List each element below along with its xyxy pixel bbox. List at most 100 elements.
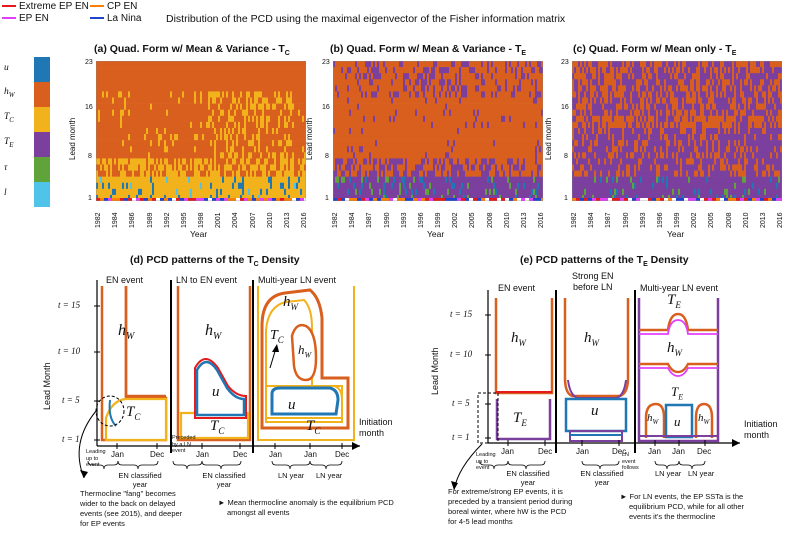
heatmap-a-cell <box>220 109 223 117</box>
heatmap-b-cell <box>395 134 398 141</box>
heatmap-a-cell <box>144 188 147 196</box>
heatmap-b-cell <box>381 140 384 147</box>
heatmap-a-cell <box>230 121 233 129</box>
heatmap-b-cell <box>441 182 444 190</box>
heatmap-b-cell <box>411 79 414 86</box>
heatmap-a-cell <box>286 121 289 129</box>
heatmap-b-cell <box>417 121 420 129</box>
heatmap-a-cell <box>288 158 291 165</box>
heatmap-a-cell <box>100 127 103 135</box>
heatmap-a-cell <box>298 73 301 80</box>
heatmap-a-cell <box>156 152 159 159</box>
heatmap-a-cell <box>180 164 183 171</box>
heatmap-b-cell <box>349 146 352 153</box>
heatmap-a-cell <box>292 115 295 123</box>
heatmap-a-cell <box>144 146 147 153</box>
heatmap-b-cell <box>483 176 486 184</box>
heatmap-b-cell <box>541 97 543 104</box>
heatmap-a-cell <box>240 158 243 165</box>
heatmap-a-cell <box>224 127 227 135</box>
heatmap-b-cell <box>383 182 386 190</box>
heatmap-a-cell <box>234 182 237 190</box>
heatmap-a-cell <box>124 67 127 74</box>
heatmap-a-cell <box>282 158 285 165</box>
heatmap-a-cell <box>282 146 285 153</box>
colorbar-label-te: TE <box>4 137 14 149</box>
heatmap-b-cell <box>485 194 488 201</box>
heatmap-a-cell <box>300 170 303 177</box>
heatmap-b-cell <box>505 176 508 184</box>
heatmap-b-cell <box>521 61 524 68</box>
heatmap-c-cell <box>572 115 575 123</box>
heatmap-b-cell <box>337 188 340 196</box>
heatmap-a-cell <box>242 85 245 92</box>
heatmap-a-cell <box>264 182 267 190</box>
heatmap-a-cell <box>100 176 103 184</box>
heatmap-a-cell <box>228 97 231 104</box>
heatmap-a-cell <box>304 188 306 196</box>
heatmap-b-cell <box>449 182 452 190</box>
heatmap-b-cell <box>333 67 336 74</box>
heatmap-a-cell <box>240 164 243 171</box>
heatmap-b-cell <box>479 115 482 123</box>
heatmap-b-cell <box>461 61 464 68</box>
heatmap-a-cell <box>276 152 279 159</box>
heatmap-c-cell <box>572 140 575 147</box>
heatmap-a-cell <box>210 79 213 86</box>
heatmap-b-cell <box>485 85 488 92</box>
heatmap-b-cell <box>499 158 502 165</box>
heatmap-a-cell <box>96 164 99 171</box>
heatmap-b-cell <box>521 97 524 104</box>
heatmap-a-cell <box>110 194 113 201</box>
heatmap-b-cell <box>459 67 462 74</box>
heatmap-b-cell <box>491 152 494 159</box>
heatmap-a-cell <box>148 182 151 190</box>
heatmap-a-cell <box>174 79 177 86</box>
heatmap-b-cell <box>371 67 374 74</box>
heatmap-b-cell <box>407 79 410 86</box>
heatmap-b-cell <box>445 67 448 74</box>
heatmap-a-cell <box>166 73 169 80</box>
heatmap-b-cell <box>487 140 490 147</box>
heatmap-a-cell <box>254 115 257 123</box>
heatmap-a-cell <box>190 158 193 165</box>
heatmap-b-cell <box>515 134 518 141</box>
heatmap-b-cell <box>485 127 488 135</box>
heatmap-a-cell <box>96 67 99 74</box>
heatmap-b-cell <box>541 140 543 147</box>
heatmap-a-cell <box>304 127 306 135</box>
heatmap-a-cell <box>136 109 139 117</box>
heatmap-b-cell <box>413 67 416 74</box>
heatmap-a-cell <box>218 67 221 74</box>
heatmap-a-cell <box>100 140 103 147</box>
heatmap-b-cell <box>501 158 504 165</box>
heatmap-b-cell <box>481 134 484 141</box>
heatmap-a-cell <box>214 67 217 74</box>
heatmap-a-cell <box>260 194 263 201</box>
heatmap-a-cell <box>96 146 99 153</box>
heatmap-a-cell <box>202 85 205 92</box>
heatmap-b-cell <box>521 140 524 147</box>
heatmap-b-cell <box>429 121 432 129</box>
heatmap-b-cell <box>397 170 400 177</box>
heatmap-b-cell <box>455 67 458 74</box>
heatmap-a-cell <box>300 115 303 123</box>
heatmap-a-cell <box>294 152 297 159</box>
heatmap-a-cell <box>158 134 161 141</box>
heatmap-a-cell <box>164 121 167 129</box>
heatmap-b-cell <box>519 194 522 201</box>
colorbar-tc <box>34 107 50 132</box>
heatmap-b-cell <box>533 79 536 86</box>
heatmap-b-cell <box>513 97 516 104</box>
heatmap-b-cell <box>359 109 362 117</box>
heatmap-a-cell <box>214 158 217 165</box>
heatmap-b-event-strip <box>489 198 494 201</box>
heatmap-a-cell <box>128 73 131 80</box>
heatmap-a-cell <box>112 188 115 196</box>
heatmap-b-cell <box>493 79 496 86</box>
heatmap-a-cell <box>142 146 145 153</box>
heatmap-a-cell <box>276 103 279 110</box>
heatmap-a-cell <box>150 194 153 201</box>
heatmap-a-cell <box>236 140 239 147</box>
heatmap-a-cell <box>250 115 253 123</box>
